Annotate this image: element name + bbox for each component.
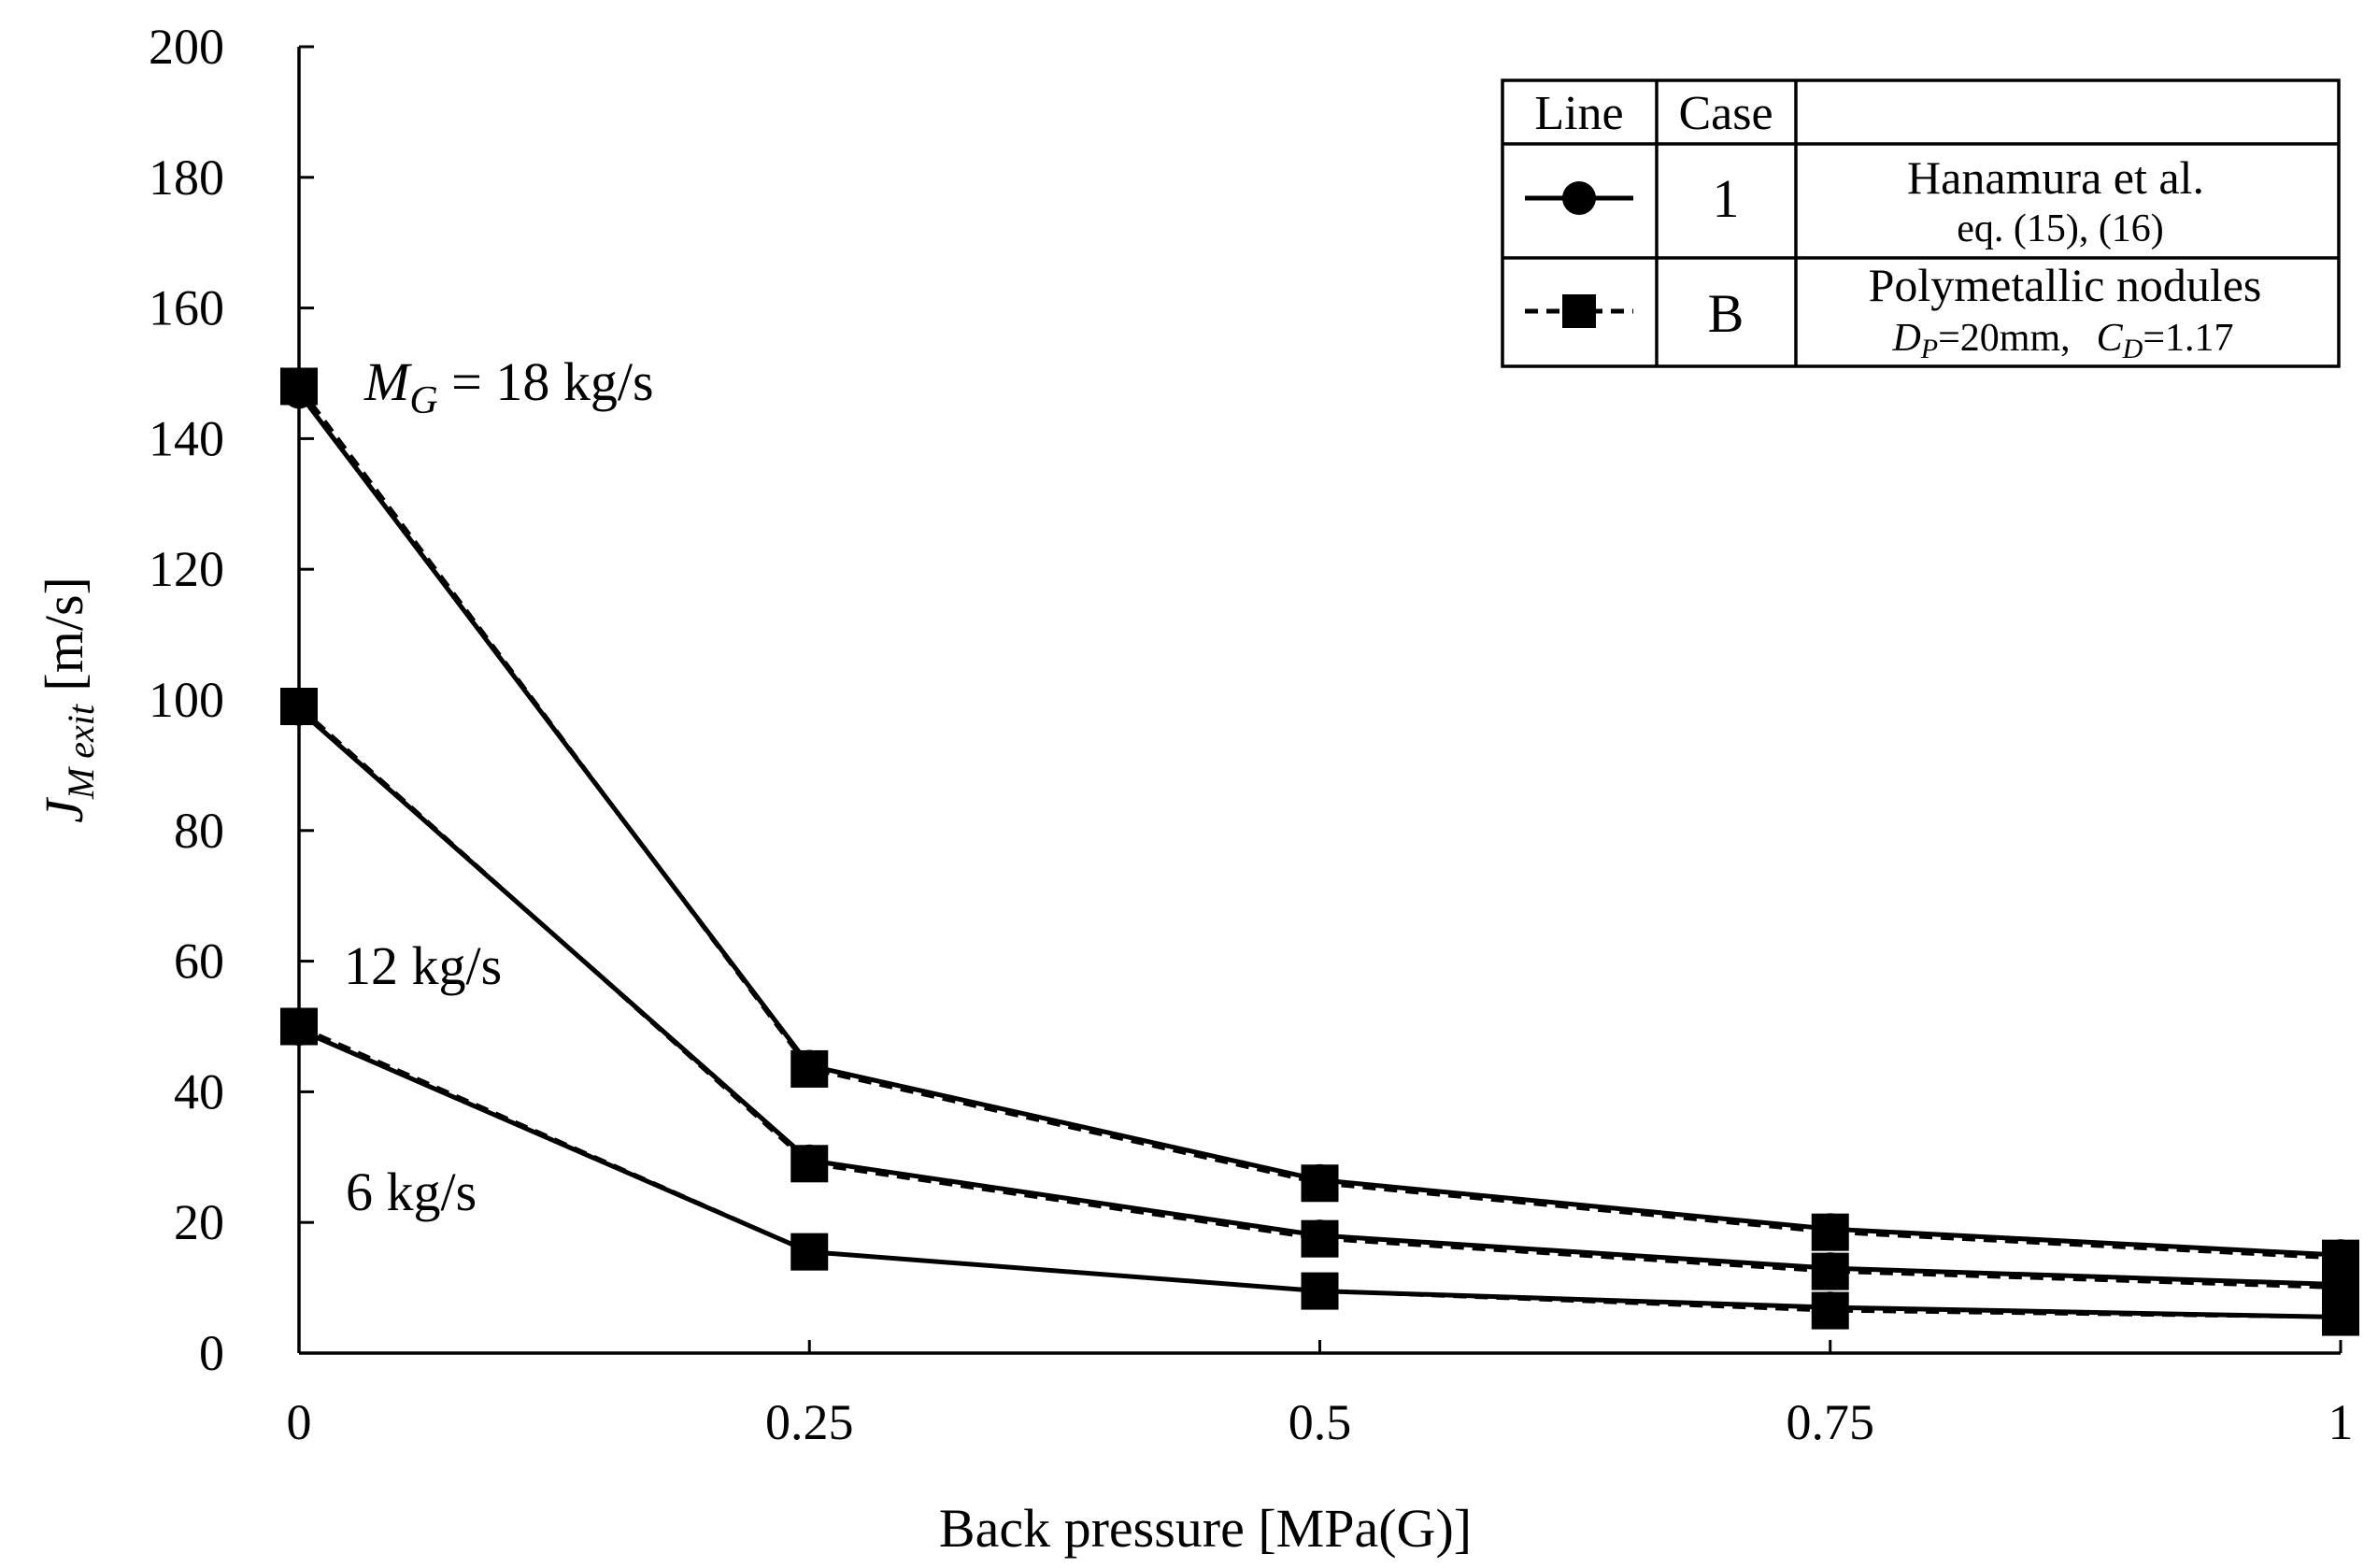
y-tick-label: 160 <box>149 280 224 336</box>
legend-case-1: 1 <box>1713 168 1740 229</box>
x-tick-label: 0.25 <box>765 1394 854 1450</box>
legend-polymetallic-detail: DP=20mm, CD=1.17 <box>1891 317 2233 364</box>
data-point-square <box>790 1145 829 1183</box>
y-tick-label: 120 <box>149 541 224 597</box>
y-tick-label: 100 <box>149 672 224 728</box>
series-line-case-b <box>297 385 2342 1261</box>
series-line-case-b <box>297 705 2342 1290</box>
y-tick-label: 180 <box>149 150 224 206</box>
legend-swatch-square-marker <box>1562 294 1596 328</box>
data-point-square <box>1301 1219 1339 1258</box>
y-tick-label: 140 <box>149 410 224 466</box>
x-axis-title: Back pressure [MPa(G)] <box>939 1498 1472 1559</box>
x-tick-label: 0.75 <box>1787 1394 1875 1450</box>
legend-swatch-circle-marker <box>1562 181 1596 215</box>
annotation-6kgs: 6 kg/s <box>346 1162 477 1222</box>
data-point-square <box>1811 1291 1849 1330</box>
legend-header-line: Line <box>1534 87 1623 140</box>
legend-case-b: B <box>1708 283 1744 344</box>
data-point-square <box>280 1007 318 1046</box>
data-point-square <box>1811 1252 1849 1290</box>
y-axis-title: JM exit [m/s] <box>34 577 102 823</box>
y-tick-label: 200 <box>149 19 224 75</box>
data-point-square <box>1811 1213 1849 1251</box>
legend-header-case: Case <box>1678 87 1773 140</box>
y-tick-label: 20 <box>174 1194 224 1250</box>
data-point-square <box>790 1049 829 1088</box>
data-point-square <box>1301 1164 1339 1203</box>
legend-hanamura-title: Hanamura et al. <box>1907 151 2204 204</box>
series-line-case-b <box>298 1024 2342 1319</box>
x-tick-label: 1 <box>2328 1394 2354 1450</box>
data-point-square <box>790 1233 829 1271</box>
x-tick-label: 0.5 <box>1289 1394 1352 1450</box>
y-tick-label: 80 <box>174 803 224 859</box>
x-tick-label: 0 <box>287 1394 312 1450</box>
y-tick-label: 0 <box>199 1325 224 1381</box>
legend-hanamura-detail: eq. (15), (16) <box>1957 207 2164 250</box>
data-point-square <box>2322 1298 2359 1336</box>
data-point-square <box>280 687 318 725</box>
legend-frame <box>1501 78 2341 368</box>
y-tick-label: 60 <box>174 934 224 990</box>
annotation-12kgs: 12 kg/s <box>344 935 502 996</box>
annotation-18kgs: MG = 18 kg/s <box>363 351 654 422</box>
legend-polymetallic-title: Polymetallic nodules <box>1869 259 2262 311</box>
data-point-square <box>1301 1272 1339 1310</box>
data-point-square <box>280 367 318 406</box>
y-tick-label: 40 <box>174 1063 224 1119</box>
legend: Line Case 1 Hanamura et al. eq. (15), (1… <box>1501 78 2341 368</box>
